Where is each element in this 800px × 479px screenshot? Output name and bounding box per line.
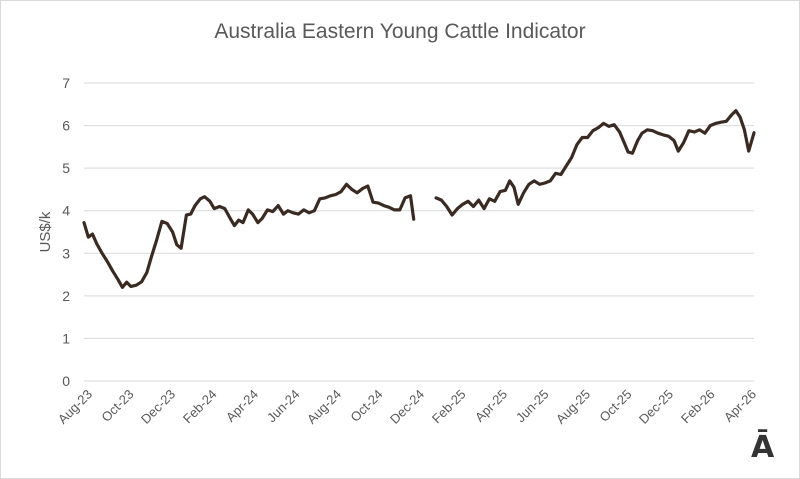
y-tick-label: 3: [62, 245, 70, 261]
x-tick-label: Jun-24: [264, 387, 303, 426]
y-tick-label: 5: [62, 160, 70, 176]
x-tick-label: Apr-24: [223, 387, 261, 425]
x-tick-label: Aug-23: [55, 387, 95, 427]
x-tick-label: Aug-24: [304, 387, 344, 427]
y-tick-label: 4: [62, 203, 70, 219]
y-axis-label: US$/k: [37, 211, 54, 252]
x-tick-label: Feb-25: [429, 387, 469, 427]
x-tick-label: Feb-26: [678, 387, 718, 427]
x-tick-label: Oct-23: [98, 387, 136, 425]
series-line-segment-2: [434, 109, 756, 217]
y-tick-label: 6: [62, 118, 70, 134]
series-line-segment-1: [82, 182, 416, 289]
x-tick-label: Apr-26: [721, 387, 759, 425]
y-tick-label: 0: [62, 373, 70, 389]
y-tick-label: 2: [62, 288, 70, 304]
y-tick-label: 1: [62, 330, 70, 346]
y-tick-label: 7: [62, 75, 70, 91]
x-tick-label: Apr-25: [472, 387, 510, 425]
x-tick-label: Aug-25: [553, 387, 593, 427]
x-tick-label: Dec-24: [387, 387, 427, 427]
x-tick-label: Dec-23: [138, 387, 178, 427]
x-tick-label: Feb-24: [180, 387, 220, 427]
x-tick-label: Oct-25: [596, 387, 634, 425]
brand-logo: Ā: [751, 430, 775, 465]
x-tick-label: Dec-25: [636, 387, 676, 427]
x-tick-label: Jun-25: [513, 387, 552, 426]
x-tick-label: Oct-24: [347, 387, 385, 425]
chart-title: Australia Eastern Young Cattle Indicator: [214, 20, 586, 43]
